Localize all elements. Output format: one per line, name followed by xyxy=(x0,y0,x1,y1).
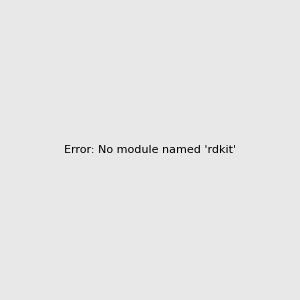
Text: Error: No module named 'rdkit': Error: No module named 'rdkit' xyxy=(64,145,236,155)
